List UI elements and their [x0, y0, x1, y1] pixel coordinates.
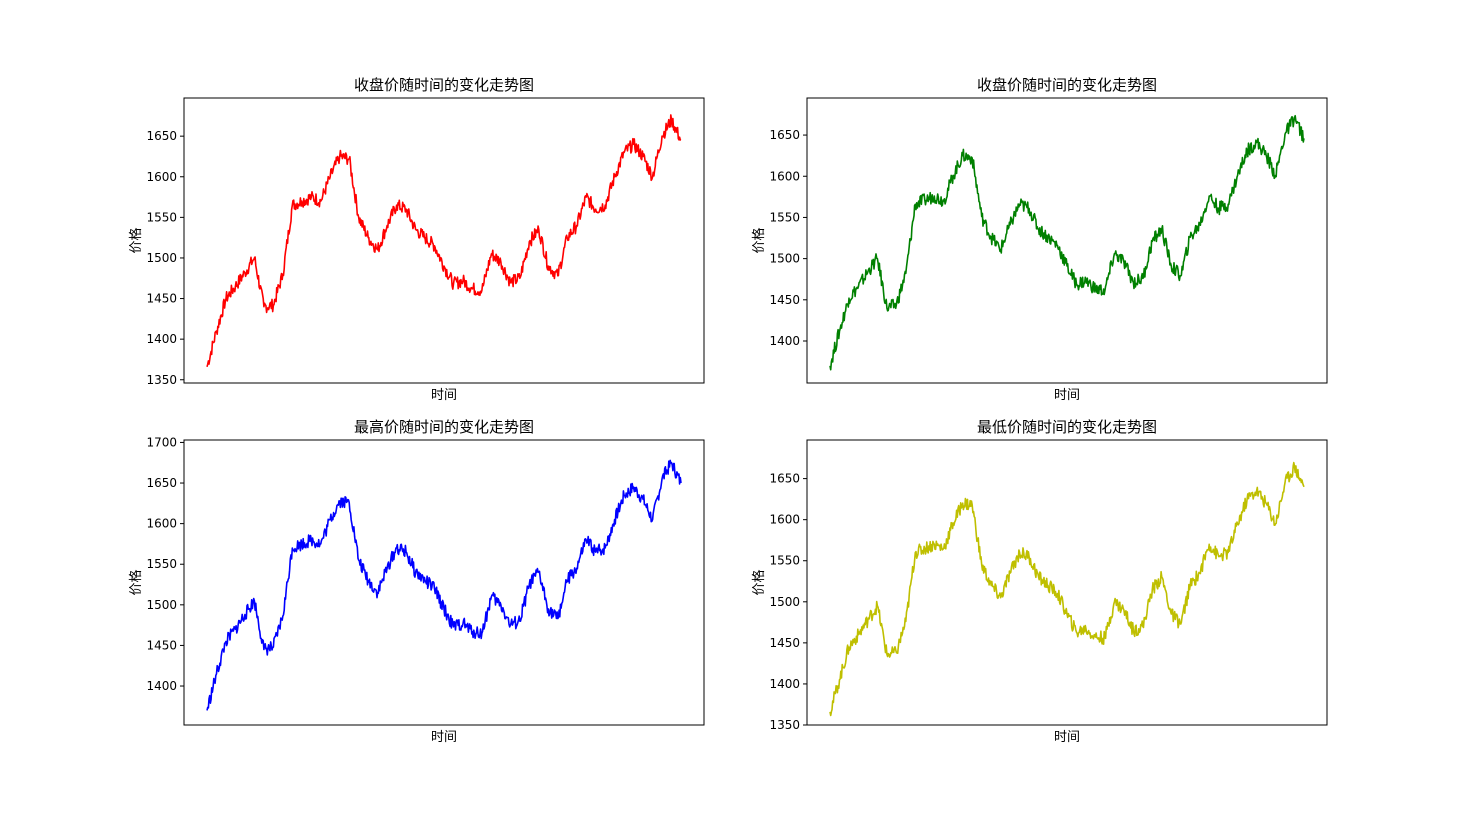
y-axis-label: 价格	[128, 569, 144, 595]
x-axis-label: 时间	[1054, 730, 1080, 745]
axes-frame	[806, 97, 1328, 384]
y-tick-label: 1650	[146, 476, 177, 490]
y-tick-label: 1450	[769, 293, 800, 307]
y-tick-label: 1350	[769, 718, 800, 732]
y-axis-label: 价格	[751, 569, 767, 595]
y-tick-label: 1600	[146, 170, 177, 184]
series-line	[829, 114, 1305, 371]
x-axis-label: 时间	[431, 388, 457, 403]
y-tick-label: 1550	[769, 210, 800, 224]
y-tick-label: 1400	[146, 679, 177, 693]
subplot-title: 收盘价随时间的变化走势图	[977, 76, 1157, 94]
axes-frame	[806, 439, 1328, 726]
subplot-title: 最高价随时间的变化走势图	[354, 418, 534, 436]
y-tick-label: 1450	[769, 636, 800, 650]
y-tick-label: 1650	[769, 472, 800, 486]
series-line	[829, 461, 1305, 717]
y-tick-label: 1500	[146, 251, 177, 265]
y-tick-label: 1400	[769, 334, 800, 348]
subplot-close-b: 收盘价随时间的变化走势图 1400 1450 1500 1550 1600 1650 时间 价格	[751, 76, 1328, 403]
y-tick-label: 1350	[146, 373, 177, 387]
subplot-close-a: 收盘价随时间的变化走势图 1350 1400 1450 1500 1550 1600 1650…	[128, 76, 705, 403]
y-axis-label: 价格	[128, 227, 144, 253]
y-tick-label: 1550	[146, 557, 177, 571]
y-tick-label: 1400	[146, 332, 177, 346]
y-tick-label: 1600	[146, 517, 177, 531]
subplot-high: 最高价随时间的变化走势图 1400 1450 1500 1550 1600 1650 1700…	[128, 418, 705, 745]
axes-frame	[183, 97, 705, 384]
series-line	[206, 459, 682, 711]
y-tick-label: 1600	[769, 513, 800, 527]
axes-frame	[183, 439, 705, 726]
subplot-title: 最低价随时间的变化走势图	[977, 418, 1157, 436]
y-tick-label: 1500	[146, 598, 177, 612]
y-tick-label: 1500	[769, 252, 800, 266]
y-tick-label: 1550	[146, 210, 177, 224]
y-axis-label: 价格	[751, 227, 767, 253]
y-tick-label: 1600	[769, 169, 800, 183]
subplot-title: 收盘价随时间的变化走势图	[354, 76, 534, 94]
series-line	[206, 114, 682, 368]
y-tick-label: 1400	[769, 677, 800, 691]
y-tick-label: 1700	[146, 435, 177, 449]
subplot-low: 最低价随时间的变化走势图 1350 1400 1450 1500 1550 1600 1650…	[751, 418, 1328, 745]
x-axis-label: 时间	[431, 730, 457, 745]
x-axis-label: 时间	[1054, 388, 1080, 403]
y-tick-label: 1650	[769, 128, 800, 142]
y-tick-label: 1450	[146, 638, 177, 652]
y-tick-label: 1450	[146, 292, 177, 306]
y-tick-label: 1550	[769, 554, 800, 568]
y-tick-label: 1500	[769, 595, 800, 609]
y-tick-label: 1650	[146, 129, 177, 143]
